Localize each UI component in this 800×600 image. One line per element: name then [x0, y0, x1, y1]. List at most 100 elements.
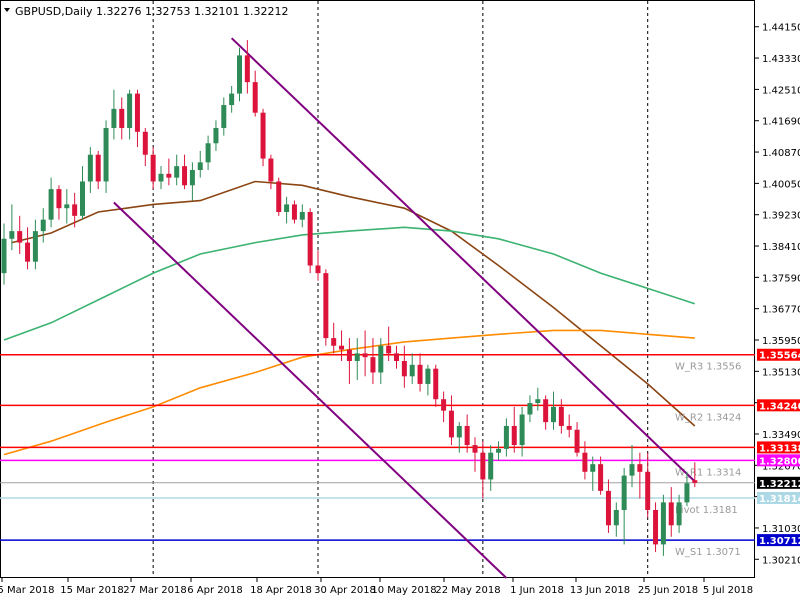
candle-body — [598, 464, 604, 491]
candle-body — [229, 93, 235, 106]
candle-29 — [229, 85, 235, 113]
price-tick-label: 1.40870 — [762, 148, 800, 159]
date-tick-label: 15 Mar 2018 — [60, 585, 123, 596]
candle-body — [331, 338, 337, 346]
candle-38 — [299, 204, 305, 228]
candle-21 — [166, 158, 172, 186]
price-tag-label: 1.31814 — [759, 494, 800, 505]
price-tag-bg — [757, 399, 800, 412]
candle-55 — [433, 364, 439, 407]
candle-body — [95, 154, 101, 182]
candle-body — [150, 154, 156, 182]
candle-body — [307, 212, 313, 266]
candle-9 — [72, 192, 78, 228]
level-label-1: W_R2 1.3424 — [675, 412, 741, 423]
candle-24 — [189, 162, 195, 201]
candle-85 — [668, 487, 674, 537]
price-tick-label: 1.37590 — [762, 273, 800, 284]
candle-body — [354, 353, 360, 362]
date-tick-label: 22 May 2018 — [435, 585, 500, 596]
chart-title: GBPUSD,Daily 1.32276 1.32753 1.32101 1.3… — [15, 5, 288, 18]
candle-72 — [566, 414, 572, 438]
candle-52 — [409, 353, 415, 384]
candle-body — [56, 189, 62, 209]
candle-body — [284, 204, 290, 213]
candle-18 — [142, 127, 148, 167]
date-tick-label: 13 Jun 2018 — [570, 585, 630, 596]
candle-26 — [205, 135, 211, 170]
date-tick-label: 18 Apr 2018 — [250, 585, 312, 596]
date-tick-label: 27 Mar 2018 — [123, 585, 186, 596]
candle-body — [158, 173, 164, 182]
price-tag-bg — [757, 534, 800, 547]
candle-44 — [346, 338, 352, 384]
candle-body — [401, 361, 407, 377]
price-tick-label: 1.32670 — [762, 461, 800, 472]
candle-53 — [417, 353, 423, 392]
price-tag-label: 1.32800 — [759, 456, 800, 467]
price-tag-label: 1.34240 — [759, 401, 800, 412]
trend-line-1 — [113, 201, 508, 579]
dropdown-triangle-icon[interactable] — [4, 8, 10, 12]
candle-body — [1, 238, 7, 274]
candle-body — [205, 143, 211, 163]
candle-body — [629, 464, 635, 476]
candle-body — [566, 425, 572, 430]
candle-84 — [660, 494, 666, 556]
date-tick-label: 30 Apr 2018 — [314, 585, 376, 596]
candle-45 — [354, 338, 360, 381]
candlesticks — [1, 40, 698, 556]
candle-60 — [472, 437, 478, 472]
candle-37 — [291, 200, 297, 224]
price-tick-label: 1.31030 — [762, 524, 800, 535]
candle-body — [213, 127, 219, 144]
candle-body — [268, 158, 274, 182]
candle-body — [417, 364, 423, 384]
candle-body — [653, 510, 659, 545]
candle-body — [25, 242, 31, 262]
candle-body — [394, 353, 399, 362]
price-tick-label: 1.40050 — [762, 179, 800, 190]
candle-body — [425, 368, 431, 384]
candle-body — [291, 204, 297, 220]
candle-20 — [158, 166, 164, 190]
candle-6 — [48, 177, 54, 228]
candle-body — [448, 410, 454, 438]
candle-5 — [40, 208, 46, 243]
candle-41 — [323, 269, 329, 346]
candle-3 — [25, 227, 31, 270]
candle-body — [32, 231, 38, 262]
candle-body — [519, 414, 525, 446]
candle-57 — [448, 395, 454, 446]
date-tick-label: 25 Jun 2018 — [638, 585, 698, 596]
level-label-3: W_R1 1.3314 — [675, 467, 741, 478]
candle-46 — [362, 330, 368, 377]
candle-body — [660, 502, 666, 545]
level-label-6: W_S1 1.3071 — [675, 547, 741, 558]
candle-body — [17, 231, 23, 243]
candle-body — [543, 399, 549, 423]
trend-lines — [113, 37, 696, 579]
time-axis: 5 Mar 2018 15 Mar 2018 27 Mar 2018 6 Apr 20… — [0, 578, 753, 596]
level-label-5: Pivot 1.3181 — [675, 505, 738, 516]
candle-body — [488, 452, 494, 480]
candle-15 — [119, 97, 125, 140]
candle-body — [48, 189, 54, 220]
candle-body — [535, 399, 541, 404]
candle-body — [174, 166, 180, 178]
price-tick-label: 1.33490 — [762, 430, 800, 441]
candle-68 — [535, 387, 541, 411]
price-tick-label: 1.38410 — [762, 242, 800, 253]
price-tick-label: 1.44150 — [762, 23, 800, 34]
candle-body — [315, 265, 321, 274]
level-lines: W_R3 1.3556 W_R2 1.3424 W_R1 1.3314 Pivot 1… — [0, 353, 755, 558]
candle-39 — [307, 208, 313, 274]
candle-30 — [237, 47, 242, 102]
candle-body — [103, 127, 109, 182]
candle-4 — [32, 219, 38, 270]
candle-7 — [56, 185, 62, 220]
candle-83 — [653, 502, 659, 553]
price-tick-label: 1.42510 — [762, 85, 800, 96]
candle-32 — [252, 70, 258, 117]
